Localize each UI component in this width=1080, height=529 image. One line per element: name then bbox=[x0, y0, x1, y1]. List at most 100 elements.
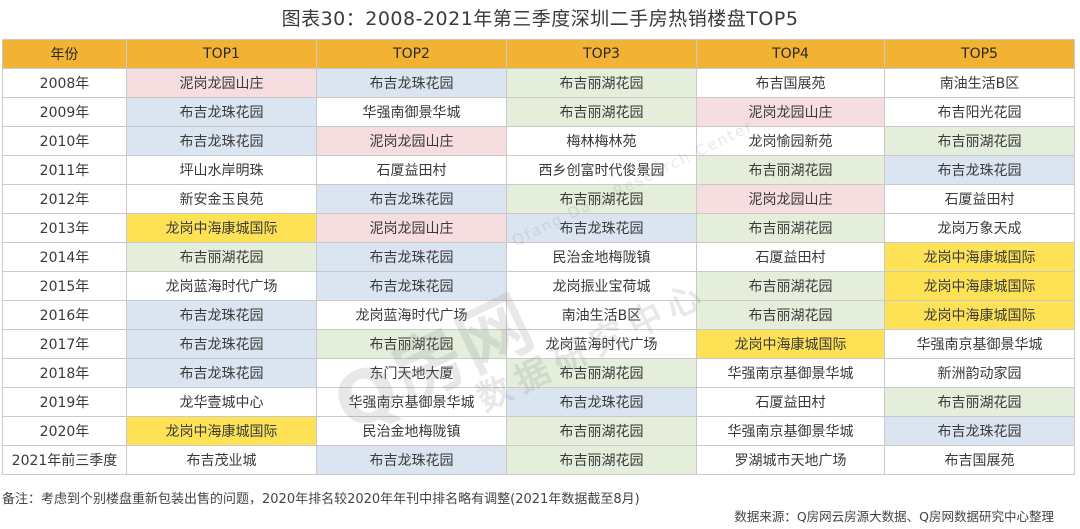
header-top1: TOP1 bbox=[126, 39, 317, 69]
table-row: 2012年 新安金玉良苑 布吉龙珠花园 布吉丽湖花园 泥岗龙园山庄 石厦益田村 bbox=[2, 184, 1075, 214]
top2-cell: 布吉龙珠花园 bbox=[316, 184, 507, 214]
year-cell: 2021年前三季度 bbox=[2, 445, 127, 475]
top2-cell: 布吉丽湖花园 bbox=[316, 329, 507, 359]
top1-cell: 布吉龙珠花园 bbox=[126, 300, 317, 330]
year-cell: 2018年 bbox=[2, 358, 127, 388]
header-year: 年份 bbox=[2, 39, 127, 69]
table-row: 2014年 布吉丽湖花园 布吉龙珠花园 民治金地梅陇镇 石厦益田村 龙岗中海康城国际 bbox=[2, 242, 1075, 272]
data-source: 数据来源：Q房网云房源大数据、Q房网数据研究中心整理 bbox=[734, 509, 1054, 524]
top2-cell: 龙岗蓝海时代广场 bbox=[316, 300, 507, 330]
top3-cell: 布吉龙珠花园 bbox=[506, 387, 697, 417]
top2-cell: 布吉龙珠花园 bbox=[316, 445, 507, 475]
header-top5: TOP5 bbox=[884, 39, 1075, 69]
top5-cell: 布吉龙珠花园 bbox=[884, 416, 1075, 446]
top5-table: 年份 TOP1 TOP2 TOP3 TOP4 TOP5 2008年 泥岗龙园山庄布… bbox=[2, 39, 1075, 475]
top1-cell: 龙岗中海康城国际 bbox=[126, 416, 317, 446]
top4-cell: 华强南京基御景华城 bbox=[696, 358, 885, 388]
table-row: 2021年前三季度 布吉茂业城 布吉龙珠花园 布吉丽湖花园 罗湖城市天地广场 布吉国展苑 bbox=[2, 445, 1075, 475]
top4-cell: 布吉丽湖花园 bbox=[696, 271, 885, 301]
year-cell: 2012年 bbox=[2, 184, 127, 214]
top3-cell: 南油生活B区 bbox=[506, 300, 697, 330]
year-cell: 2009年 bbox=[2, 97, 127, 127]
top2-cell: 东门天地大厦 bbox=[316, 358, 507, 388]
top1-cell: 布吉丽湖花园 bbox=[126, 242, 317, 272]
footnote: 备注：考虑到个别楼盘重新包装出售的问题，2020年排名较2020年年刊中排名略有… bbox=[2, 492, 640, 507]
top2-cell: 华强南京基御景华城 bbox=[316, 387, 507, 417]
top1-cell: 布吉龙珠花园 bbox=[126, 329, 317, 359]
top3-cell: 民治金地梅陇镇 bbox=[506, 242, 697, 272]
top4-cell: 罗湖城市天地广场 bbox=[696, 445, 885, 475]
top5-cell: 龙岗万象天成 bbox=[884, 213, 1075, 243]
top1-cell: 龙岗蓝海时代广场 bbox=[126, 271, 317, 301]
top1-cell: 布吉茂业城 bbox=[126, 445, 317, 475]
top1-cell: 布吉龙珠花园 bbox=[126, 97, 317, 127]
top4-cell: 龙岗中海康城国际 bbox=[696, 329, 885, 359]
top1-cell: 布吉龙珠花园 bbox=[126, 358, 317, 388]
year-cell: 2010年 bbox=[2, 126, 127, 156]
top5-cell: 石厦益田村 bbox=[884, 184, 1075, 214]
top5-cell: 南油生活B区 bbox=[884, 68, 1075, 98]
table-row: 2010年 布吉龙珠花园 泥岗龙园山庄 梅林梅林苑 龙岗愉园新苑 布吉丽湖花园 bbox=[2, 126, 1075, 156]
top5-cell: 龙岗中海康城国际 bbox=[884, 242, 1075, 272]
top1-cell: 龙华壹城中心 bbox=[126, 387, 317, 417]
top2-cell: 布吉龙珠花园 bbox=[316, 271, 507, 301]
table-row: 2013年 龙岗中海康城国际 泥岗龙园山庄 布吉龙珠花园 布吉丽湖花园 龙岗万象天成 bbox=[2, 213, 1075, 243]
top3-cell: 布吉丽湖花园 bbox=[506, 358, 697, 388]
top4-cell: 石厦益田村 bbox=[696, 387, 885, 417]
top5-cell: 布吉丽湖花园 bbox=[884, 126, 1075, 156]
top4-cell: 华强南京基御景华城 bbox=[696, 416, 885, 446]
table-row: 2011年 坪山水岸明珠 石厦益田村 西乡创富时代俊景园 布吉丽湖花园 布吉龙珠花园 bbox=[2, 155, 1075, 185]
top3-cell: 梅林梅林苑 bbox=[506, 126, 697, 156]
year-cell: 2013年 bbox=[2, 213, 127, 243]
top2-cell: 布吉龙珠花园 bbox=[316, 68, 507, 98]
top5-cell: 龙岗中海康城国际 bbox=[884, 271, 1075, 301]
year-cell: 2011年 bbox=[2, 155, 127, 185]
table-row: 2009年 布吉龙珠花园 华强南御景华城 布吉丽湖花园 泥岗龙园山庄 布吉阳光花园 bbox=[2, 97, 1075, 127]
top4-cell: 龙岗愉园新苑 bbox=[696, 126, 885, 156]
top3-cell: 布吉丽湖花园 bbox=[506, 416, 697, 446]
top2-cell: 泥岗龙园山庄 bbox=[316, 126, 507, 156]
top4-cell: 石厦益田村 bbox=[696, 242, 885, 272]
year-cell: 2015年 bbox=[2, 271, 127, 301]
top4-cell: 泥岗龙园山庄 bbox=[696, 184, 885, 214]
top3-cell: 布吉丽湖花园 bbox=[506, 445, 697, 475]
top5-cell: 华强南京基御景华城 bbox=[884, 329, 1075, 359]
year-cell: 2020年 bbox=[2, 416, 127, 446]
top3-cell: 布吉丽湖花园 bbox=[506, 184, 697, 214]
top1-cell: 坪山水岸明珠 bbox=[126, 155, 317, 185]
top3-cell: 西乡创富时代俊景园 bbox=[506, 155, 697, 185]
top1-cell: 布吉龙珠花园 bbox=[126, 126, 317, 156]
table-row: 2019年 龙华壹城中心 华强南京基御景华城 布吉龙珠花园 石厦益田村 布吉丽湖花园 bbox=[2, 387, 1075, 417]
top5-cell: 布吉阳光花园 bbox=[884, 97, 1075, 127]
top5-cell: 布吉国展苑 bbox=[884, 445, 1075, 475]
top5-cell: 布吉龙珠花园 bbox=[884, 155, 1075, 185]
top3-cell: 布吉丽湖花园 bbox=[506, 97, 697, 127]
top4-cell: 布吉丽湖花园 bbox=[696, 300, 885, 330]
top2-cell: 石厦益田村 bbox=[316, 155, 507, 185]
top2-cell: 泥岗龙园山庄 bbox=[316, 213, 507, 243]
top1-cell: 泥岗龙园山庄 bbox=[126, 68, 317, 98]
top4-cell: 布吉国展苑 bbox=[696, 68, 885, 98]
top5-cell: 龙岗中海康城国际 bbox=[884, 300, 1075, 330]
top4-cell: 布吉丽湖花园 bbox=[696, 155, 885, 185]
table-row: 2015年 龙岗蓝海时代广场 布吉龙珠花园 龙岗振业宝荷城 布吉丽湖花园 龙岗中海康城国际 bbox=[2, 271, 1075, 301]
top2-cell: 华强南御景华城 bbox=[316, 97, 507, 127]
year-cell: 2016年 bbox=[2, 300, 127, 330]
top3-cell: 龙岗蓝海时代广场 bbox=[506, 329, 697, 359]
header-top3: TOP3 bbox=[506, 39, 697, 69]
table-row: 2018年 布吉龙珠花园 东门天地大厦 布吉丽湖花园 华强南京基御景华城 新洲韵动家园 bbox=[2, 358, 1075, 388]
top3-cell: 布吉龙珠花园 bbox=[506, 213, 697, 243]
table-row: 2017年 布吉龙珠花园 布吉丽湖花园 龙岗蓝海时代广场 龙岗中海康城国际 华强南京基御景… bbox=[2, 329, 1075, 359]
table-row: 2008年 泥岗龙园山庄 布吉龙珠花园 布吉丽湖花园 布吉国展苑 南油生活B区 bbox=[2, 68, 1075, 98]
year-cell: 2017年 bbox=[2, 329, 127, 359]
header-top4: TOP4 bbox=[696, 39, 885, 69]
top2-cell: 布吉龙珠花园 bbox=[316, 242, 507, 272]
top4-cell: 布吉丽湖花园 bbox=[696, 213, 885, 243]
table-row: 2020年 龙岗中海康城国际 民治金地梅陇镇 布吉丽湖花园 华强南京基御景华城 布吉龙珠花… bbox=[2, 416, 1075, 446]
top3-cell: 布吉丽湖花园 bbox=[506, 68, 697, 98]
year-cell: 2008年 bbox=[2, 68, 127, 98]
header-top2: TOP2 bbox=[316, 39, 507, 69]
top4-cell: 泥岗龙园山庄 bbox=[696, 97, 885, 127]
top3-cell: 龙岗振业宝荷城 bbox=[506, 271, 697, 301]
table-row: 2016年 布吉龙珠花园 龙岗蓝海时代广场 南油生活B区 布吉丽湖花园 龙岗中海康城国际 bbox=[2, 300, 1075, 330]
